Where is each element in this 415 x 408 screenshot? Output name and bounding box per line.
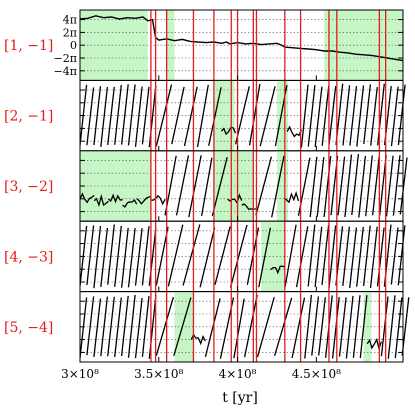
y-tick-label: 4π — [63, 14, 77, 27]
panel-label: [5, −4] — [4, 320, 53, 336]
libration-band — [276, 150, 288, 222]
x-tick-label: 3.5×10⁸ — [134, 367, 183, 381]
x-tick-label: 4×10⁸ — [219, 367, 257, 381]
libration-band — [174, 291, 194, 362]
libration-band — [80, 10, 148, 81]
panel-3: [3, −2] — [4, 150, 408, 222]
panel-label: [4, −3] — [4, 249, 53, 265]
series-line — [79, 15, 404, 62]
libration-band — [166, 10, 175, 81]
panel-5: [5, −4] — [4, 291, 410, 363]
y-tick-label: −4π — [54, 65, 77, 78]
y-tick-label: 2π — [63, 26, 77, 39]
x-tick-label: 4.5×10⁸ — [292, 367, 341, 381]
x-axis-label: t [yr] — [222, 390, 258, 406]
panel-2: [2, −1] — [4, 79, 406, 152]
series-line — [79, 83, 406, 148]
series-line — [79, 154, 408, 218]
y-tick-label: 0 — [70, 39, 77, 52]
libration-band — [276, 80, 288, 151]
y-tick-label: −2π — [54, 52, 77, 65]
panel-label: [3, −2] — [4, 179, 53, 195]
panel-4: [4, −3] — [4, 220, 406, 293]
panel-label: [1, −1] — [4, 38, 53, 54]
series-line — [79, 294, 410, 359]
panel-label: [2, −1] — [4, 109, 53, 125]
x-axis: 3×10⁸ 3.5×10⁸ 4×10⁸ 4.5×10⁸ — [61, 367, 341, 381]
x-tick-label: 3×10⁸ — [61, 367, 99, 381]
